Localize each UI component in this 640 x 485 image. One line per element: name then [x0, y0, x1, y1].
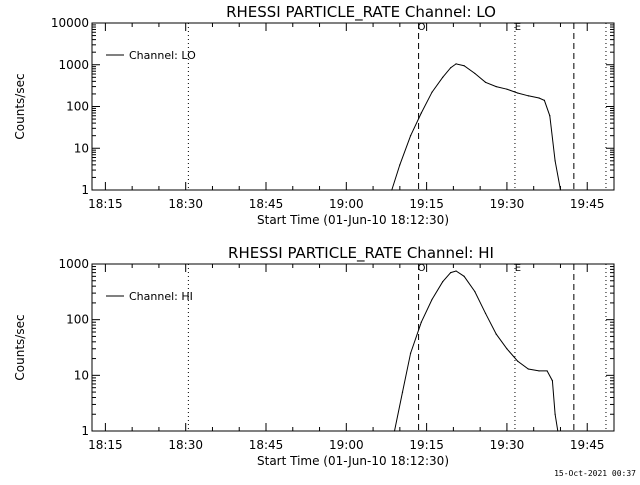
- x-tick-label: 18:15: [88, 438, 123, 452]
- x-tick-label: 18:45: [249, 197, 284, 211]
- data-point: [450, 67, 452, 69]
- legend-entry: Channel: LO: [129, 49, 196, 62]
- data-point: [559, 189, 562, 191]
- y-tick-label: 10: [74, 368, 89, 382]
- y-axis-label: Counts/sec: [13, 314, 27, 380]
- data-point: [431, 91, 433, 93]
- y-tick-label: 1000: [58, 58, 89, 72]
- chart-panel-1: RHESSI PARTICLE_RATE Channel: LO 1 10 100 10…: [13, 3, 615, 227]
- data-point: [549, 115, 551, 117]
- x-tick-label: 19:30: [490, 197, 525, 211]
- data-point: [409, 135, 412, 137]
- data-point: [409, 352, 412, 354]
- legend-entry: Channel: HI: [129, 290, 193, 303]
- data-point: [463, 65, 465, 67]
- chart-title: RHESSI PARTICLE_RATE Channel: HI: [228, 244, 494, 263]
- data-point: [442, 76, 444, 78]
- data-point: [495, 333, 497, 335]
- chart-title: RHESSI PARTICLE_RATE Channel: LO: [226, 3, 496, 22]
- data-point: [450, 272, 452, 274]
- data-point: [474, 72, 476, 75]
- data-point: [484, 312, 487, 314]
- x-axis-label: Start Time (01-Jun-10 18:12:30): [257, 213, 449, 227]
- x-tick-label: 18:30: [168, 197, 203, 211]
- data-point: [538, 97, 540, 99]
- data-point: [431, 298, 433, 301]
- data-point: [391, 189, 393, 191]
- data-point: [517, 92, 519, 94]
- data-point: [495, 85, 497, 88]
- x-tick-label: 19:00: [329, 197, 364, 211]
- event-marker-label: O: [418, 22, 426, 33]
- data-point: [554, 413, 556, 415]
- chart-panel-2: RHESSI PARTICLE_RATE Channel: HI 1 10 100 10…: [13, 244, 615, 468]
- x-tick-label: 19:45: [570, 197, 605, 211]
- data-point: [546, 370, 548, 372]
- data-point: [420, 112, 422, 114]
- y-tick-label: 1: [81, 424, 89, 438]
- data-point: [543, 99, 546, 101]
- y-tick-label: 10000: [51, 16, 89, 30]
- x-tick-label: 19:00: [329, 438, 364, 452]
- timestamp: 15-Oct-2021 00:37: [554, 469, 636, 478]
- x-tick-label: 19:45: [570, 438, 605, 452]
- plot-frame: [91, 263, 615, 432]
- x-axis-label: Start Time (01-Jun-10 18:12:30): [257, 454, 449, 468]
- data-point: [506, 88, 508, 90]
- data-point: [401, 391, 404, 393]
- data-point: [474, 290, 476, 293]
- data-point: [393, 430, 396, 432]
- series-line-1: [391, 63, 561, 191]
- data-point: [538, 370, 540, 372]
- series-line-1: [394, 270, 559, 432]
- y-tick-label: 1: [81, 183, 89, 197]
- x-tick-label: 19:30: [490, 438, 525, 452]
- data-point: [484, 81, 487, 83]
- event-marker-label: E: [515, 263, 521, 274]
- y-tick-label: 1000: [58, 257, 89, 271]
- data-point: [527, 95, 529, 97]
- y-tick-label: 100: [66, 313, 89, 327]
- x-tick-label: 18:45: [249, 438, 284, 452]
- data-point: [506, 348, 508, 350]
- event-marker-label: O: [418, 263, 426, 274]
- data-point: [527, 368, 529, 370]
- data-point: [399, 164, 401, 166]
- data-point: [557, 430, 559, 432]
- data-point: [442, 281, 444, 283]
- event-marker-label: E: [515, 22, 521, 33]
- x-tick-label: 18:30: [168, 438, 203, 452]
- data-point: [455, 270, 457, 272]
- data-point: [554, 160, 556, 162]
- x-tick-label: 18:15: [88, 197, 123, 211]
- x-tick-label: 19:15: [409, 197, 444, 211]
- y-tick-label: 10: [74, 141, 89, 155]
- data-point: [420, 321, 422, 323]
- data-point: [463, 275, 465, 277]
- data-point: [517, 360, 519, 362]
- y-axis-label: Counts/sec: [13, 73, 27, 139]
- data-point: [551, 380, 554, 382]
- y-tick-label: 100: [66, 100, 89, 114]
- x-tick-label: 19:15: [409, 438, 444, 452]
- data-point: [455, 63, 457, 65]
